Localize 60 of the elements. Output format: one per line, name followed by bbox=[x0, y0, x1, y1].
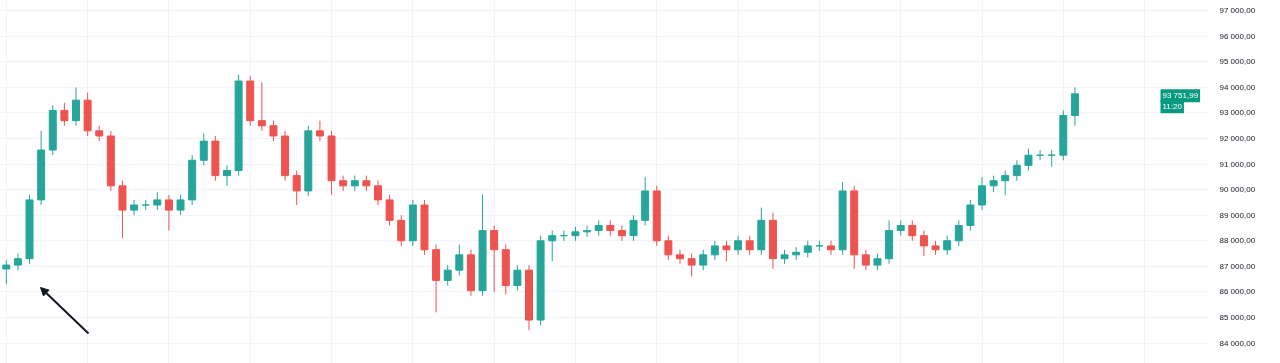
candlestick bbox=[257, 81, 266, 132]
candlestick bbox=[978, 176, 986, 211]
annotation: 93 751,99 bbox=[1162, 91, 1199, 101]
candlestick bbox=[908, 219, 917, 242]
candlestick bbox=[583, 224, 592, 238]
candlestick bbox=[745, 235, 754, 256]
candlestick bbox=[164, 194, 173, 232]
y-tick-label: 93 000,00 bbox=[1219, 108, 1256, 118]
candlestick bbox=[966, 199, 975, 232]
candlestick bbox=[513, 264, 522, 292]
y-tick-label: 95 000,00 bbox=[1219, 57, 1256, 67]
candlestick bbox=[397, 214, 406, 247]
candlestick bbox=[664, 235, 673, 261]
candlestick bbox=[374, 180, 382, 206]
candlestick bbox=[617, 224, 626, 242]
annotation: 11:20 bbox=[1162, 102, 1183, 112]
candlestick bbox=[455, 244, 464, 276]
candlestick bbox=[199, 132, 208, 166]
candlestick bbox=[315, 120, 324, 142]
candlestick bbox=[861, 249, 870, 271]
y-tick-label: 85 000,00 bbox=[1219, 312, 1256, 322]
candlestick bbox=[676, 249, 684, 265]
candlestick bbox=[629, 214, 638, 242]
candlestick bbox=[292, 170, 301, 206]
candlestick bbox=[734, 235, 743, 256]
candlestick bbox=[72, 86, 80, 127]
candlestick bbox=[490, 224, 499, 293]
candlestick bbox=[943, 235, 952, 256]
candlestick bbox=[223, 164, 231, 187]
y-tick-label: 97 000,00 bbox=[1219, 6, 1256, 16]
y-tick-label: 87 000,00 bbox=[1219, 261, 1256, 271]
candlestick bbox=[919, 230, 928, 257]
candlestick bbox=[954, 219, 963, 247]
y-tick-label: 96 000,00 bbox=[1219, 31, 1256, 41]
candlestick bbox=[722, 240, 731, 262]
y-tick-label: 91 000,00 bbox=[1219, 159, 1256, 169]
candlestick bbox=[269, 120, 278, 142]
candlestick bbox=[548, 230, 557, 262]
candlestick bbox=[13, 253, 22, 271]
candlestick bbox=[2, 259, 11, 285]
candlestick bbox=[60, 102, 69, 127]
candlestick bbox=[130, 199, 139, 216]
y-tick-label: 86 000,00 bbox=[1219, 287, 1256, 297]
candlestick bbox=[1012, 159, 1021, 182]
y-tick-label: 88 000,00 bbox=[1219, 236, 1256, 246]
y-tick-label: 94 000,00 bbox=[1219, 82, 1256, 92]
y-tick-label: 90 000,00 bbox=[1219, 185, 1256, 195]
candlestick bbox=[1001, 170, 1010, 196]
candlestick bbox=[176, 194, 185, 216]
candlestick bbox=[385, 194, 394, 226]
candlestick bbox=[443, 264, 452, 287]
candlestick bbox=[827, 240, 835, 256]
y-tick-label: 92 000,00 bbox=[1219, 134, 1256, 144]
candlestick bbox=[687, 253, 696, 278]
y-tick-label: 89 000,00 bbox=[1219, 210, 1256, 220]
candlestick bbox=[710, 240, 719, 261]
y-tick-label: 84 000,00 bbox=[1219, 338, 1256, 348]
candlestick bbox=[1024, 148, 1033, 171]
candlestick bbox=[1070, 86, 1079, 127]
candlestick bbox=[699, 249, 708, 271]
